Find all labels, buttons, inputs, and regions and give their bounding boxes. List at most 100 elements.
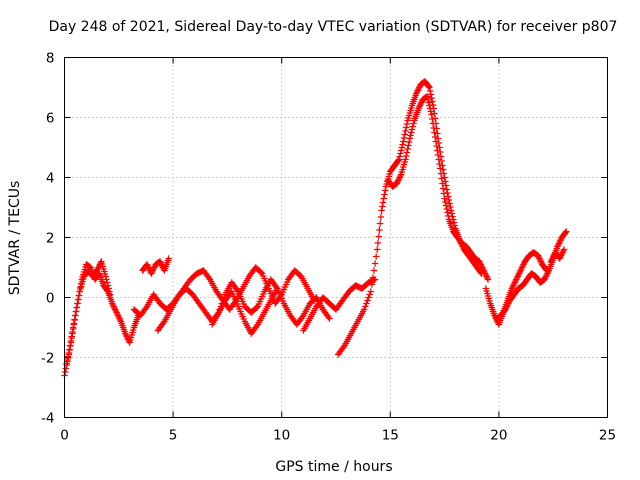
series-satellite-arc-i [384,93,492,283]
data-point-interp [70,321,78,328]
data-point-interp [362,303,369,310]
data-point-interp [427,91,435,98]
data-point-interp [448,210,456,217]
data-point-interp [205,274,213,282]
data-point-interp [397,172,404,180]
data-point-interp [431,133,439,141]
data-point-interp [425,83,432,90]
data-point [563,228,570,235]
data-point-interp [416,102,424,109]
data-point [165,255,172,262]
data-point-interp [502,304,510,312]
data-point [437,165,444,172]
data-point-interp [516,268,524,276]
data-point-interp [379,203,386,210]
data-point-interp [512,277,519,285]
x-tick-label: 15 [382,428,399,444]
data-point-interp [450,219,458,226]
data-point-interp [364,297,371,304]
series-satellite-arc-b [63,258,114,367]
data-point-interp [416,103,423,111]
data-point-interp [69,330,76,337]
data-point-interp [368,281,376,288]
data-point-interp [557,237,564,244]
data-point-interp [418,99,425,106]
data-point-interp [555,241,562,249]
data-point-interp [536,255,543,262]
data-point [102,273,109,280]
data-point-interp [111,306,119,313]
data-point-interp [148,268,156,276]
data-point-interp [510,280,518,288]
data-point-interp [382,187,389,194]
y-tick-label: 0 [46,291,55,307]
data-point-interp [97,259,104,267]
data-point-interp [438,175,445,182]
data-point-interp [431,110,438,117]
data-point-interp [560,247,567,255]
data-point-interp [112,307,120,315]
data-point-interp [74,300,81,307]
data-point-interp [515,271,522,279]
data-point [413,90,420,97]
data-point-interp [479,264,486,271]
data-point-interp [557,252,565,259]
data-point-interp [395,157,402,164]
data-point [156,258,164,265]
data-point-interp [405,142,412,149]
data-point-interp [408,126,416,133]
data-point-interp [104,282,112,289]
data-point-interp [374,239,382,247]
data-point-interp [477,261,484,268]
series-satellite-arc-g [300,276,379,334]
y-tick-label: -4 [41,411,54,427]
data-point [426,84,433,91]
x-tick-label: 20 [490,428,507,444]
data-point-interp [62,365,70,372]
data-point [508,285,516,292]
y-axis-label: SDTVAR / TECUs [7,181,23,296]
data-point [424,93,431,100]
data-point-interp [142,304,150,312]
data-point [72,312,79,319]
data-point-interp [122,331,130,339]
plot-frame [64,57,608,418]
data-point-interp [542,273,550,280]
data-point-interp [510,282,517,289]
data-point-interp [426,105,434,112]
data-point-interp [369,274,377,281]
data-point [106,291,114,298]
data-point-interp [479,265,487,273]
data-point-interp [417,100,424,108]
axis-ticks [64,57,608,418]
data-point-interp [404,145,411,153]
data-point-interp [444,209,451,216]
data-point-interp [371,260,379,267]
y-tick-label: 4 [46,171,55,187]
data-point-interp [71,316,78,324]
data-point-interp [115,313,122,321]
data-point-interp [505,300,512,307]
data-point-interp [415,85,422,93]
x-tick-labels: 0 5 10 15 20 25 [60,428,616,444]
data-point-interp [509,283,516,291]
data-point-interp [481,270,489,277]
data-point-interp [160,319,167,327]
data-point [67,339,75,346]
data-point-interp [125,337,133,345]
data-point [122,330,129,337]
series-satellite-arc-c [139,255,172,277]
data-point-interp [542,274,549,282]
series-satellite-arc-f [208,285,333,337]
data-point-interp [433,142,440,150]
series-satellite-arc-e [154,264,318,334]
data-point-interp [145,264,152,271]
data-point-interp [65,349,73,357]
data-point-interp [535,253,542,261]
data-point-interp [518,265,525,273]
data-point-interp [94,265,102,273]
data-point-interp [434,147,441,154]
data-point-interp [425,99,432,106]
data-point-interp [556,238,563,246]
data-point [534,252,542,259]
